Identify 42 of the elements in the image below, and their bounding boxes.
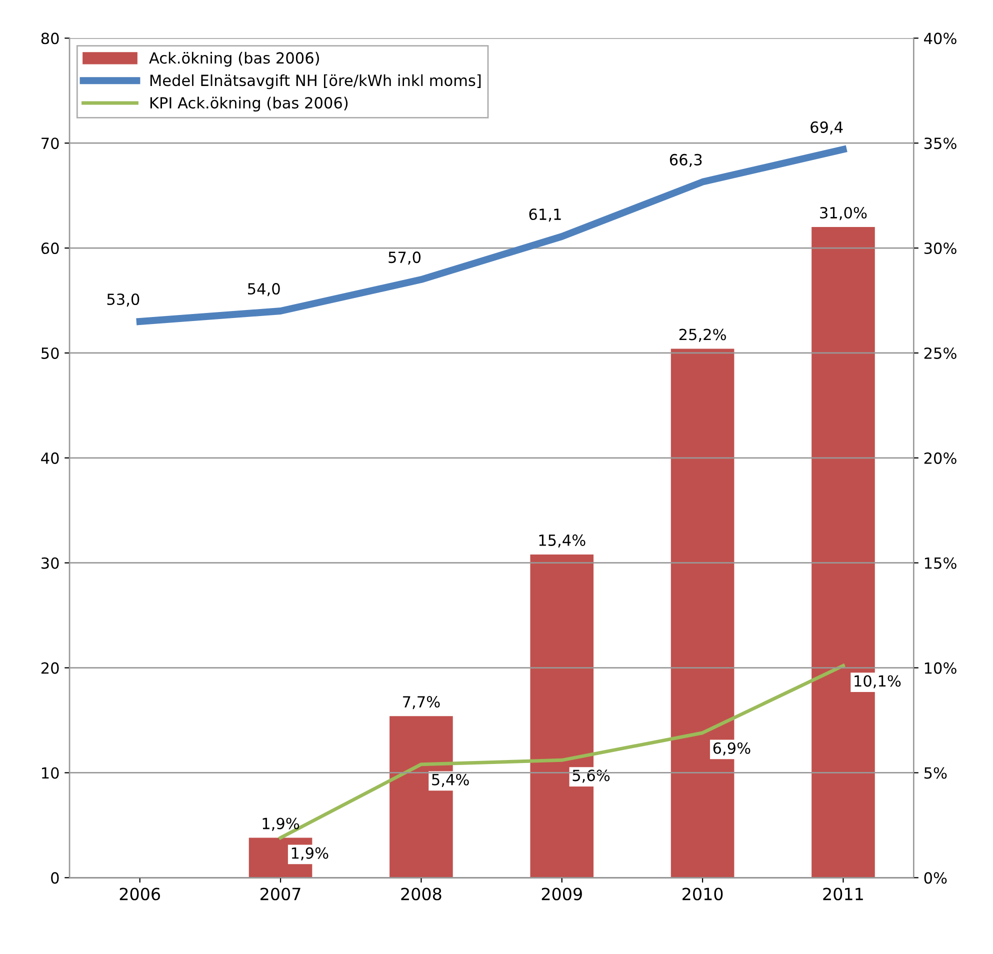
- data-label: 66,3: [670, 154, 702, 168]
- data-label: 1,9%: [262, 818, 300, 831]
- data-label: 69,4: [810, 121, 843, 135]
- y2-tick-label: 5%: [924, 767, 947, 779]
- y2-tick-label: 30%: [924, 242, 956, 254]
- data-label: 25,2%: [679, 328, 726, 342]
- y2-tick-label: 0%: [924, 872, 947, 884]
- y-tick-label: 50: [42, 347, 59, 359]
- x-tick-label: 2006: [120, 888, 160, 900]
- data-label: 57,0: [388, 252, 421, 265]
- data-label: 61,1: [529, 208, 561, 222]
- data-label: 1,9%: [292, 847, 328, 860]
- x-tick-label: 2009: [542, 888, 582, 900]
- x-tick-label: 2011: [823, 888, 863, 900]
- y-tick-label: 40: [41, 452, 59, 464]
- data-label: 7,7%: [403, 696, 440, 710]
- x-tick-label: 2007: [260, 888, 300, 900]
- data-label: 15,4%: [539, 534, 586, 548]
- data-label: 53,0: [107, 293, 140, 307]
- data-label: 5,4%: [432, 774, 469, 787]
- y-tick-label: 10: [42, 767, 59, 779]
- y2-tick-label: 20%: [924, 452, 956, 464]
- y-tick-label: 30: [42, 557, 59, 569]
- data-label: 6,9%: [713, 742, 750, 756]
- legend-label: KPI Ack.ökning (bas 2006): [150, 96, 348, 112]
- y-tick-label: 70: [42, 138, 59, 150]
- legend-label: Medel Elnätsavgift NH [öre/kWh inkl moms]: [150, 74, 481, 90]
- x-tick-label: 2010: [682, 888, 723, 900]
- y2-tick-label: 35%: [924, 138, 956, 150]
- y-tick-label: 80: [41, 32, 59, 44]
- x-tick-label: 2008: [401, 888, 442, 900]
- y2-tick-label: 10%: [924, 662, 956, 674]
- data-label: 10,1%: [854, 675, 901, 688]
- y-tick-label: 20: [41, 662, 59, 674]
- data-label: 31,0%: [820, 206, 867, 220]
- y2-tick-label: 15%: [924, 557, 956, 569]
- y2-tick-label: 40%: [924, 32, 956, 44]
- y2-tick-label: 25%: [924, 347, 956, 359]
- y-tick-label: 60: [41, 242, 59, 254]
- y-tick-label: 0: [51, 872, 59, 884]
- data-label: 54,0: [248, 283, 280, 296]
- legend-label: Ack.ökning (bas 2006): [149, 52, 319, 67]
